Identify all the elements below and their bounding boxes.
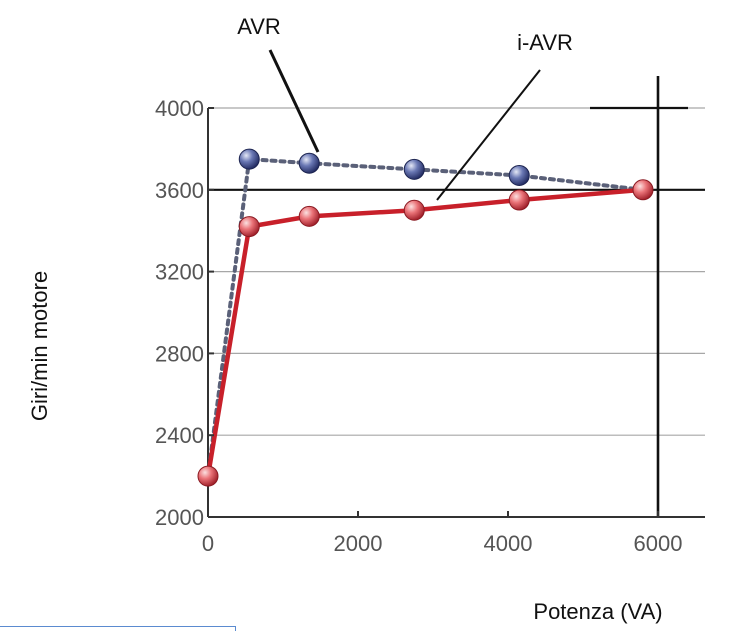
- marker-i-avr: [298, 205, 320, 227]
- x-axis-title: Potenza (VA): [533, 599, 662, 624]
- marker-avr: [298, 152, 320, 174]
- x-tick-label: 2000: [334, 531, 383, 556]
- decorative-frame: [0, 626, 236, 631]
- y-axis-title: Giri/min motore: [27, 271, 52, 421]
- annotation-layer: AVR i-AVR: [237, 14, 573, 201]
- marker-avr: [238, 148, 260, 170]
- series-line-i-avr: [205, 187, 644, 477]
- marker-i-avr: [238, 216, 260, 238]
- marker-i-avr: [197, 465, 219, 487]
- series-layer: [197, 148, 654, 487]
- marker-i-avr: [508, 189, 530, 211]
- y-tick-label: 3200: [155, 260, 204, 285]
- marker-i-avr: [632, 179, 654, 201]
- marker-i-avr: [403, 199, 425, 221]
- marker-avr: [508, 164, 530, 186]
- y-tick-label: 3600: [155, 178, 204, 203]
- annotation-leader-line: [436, 69, 541, 201]
- y-tick-label: 2800: [155, 341, 204, 366]
- annotation-label: AVR: [237, 14, 281, 39]
- x-tick-label: 0: [202, 531, 214, 556]
- series-line-avr: [206, 157, 645, 479]
- y-tick-label: 2400: [155, 423, 204, 448]
- marker-avr: [403, 158, 425, 180]
- axes-layer: [207, 108, 705, 518]
- y-tick-label: 4000: [155, 96, 204, 121]
- grid-layer: [208, 76, 705, 517]
- annotation-leader-line: [268, 49, 320, 153]
- annotation-label: i-AVR: [517, 30, 573, 55]
- x-tick-label: 4000: [484, 531, 533, 556]
- x-tick-label: 6000: [634, 531, 683, 556]
- y-tick-label: 2000: [155, 505, 204, 530]
